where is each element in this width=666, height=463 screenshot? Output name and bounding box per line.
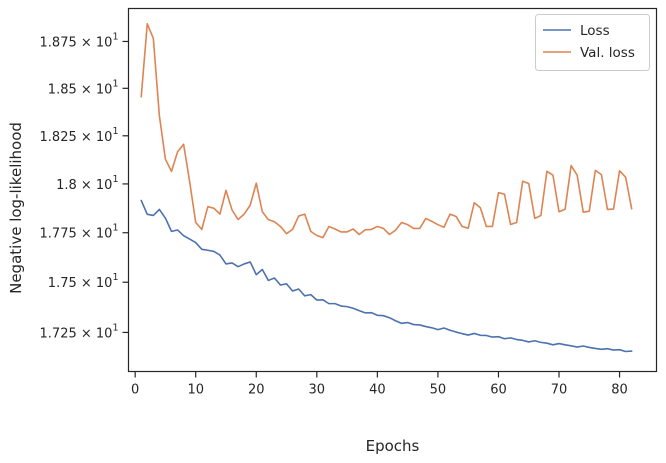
x-tick-label: 80	[611, 383, 628, 398]
y-tick-times: × 10	[77, 276, 113, 291]
legend-box	[535, 14, 650, 71]
y-tick-label: 1.875 × 101	[40, 31, 119, 50]
legend: Loss Val. loss	[535, 14, 650, 71]
x-tick-label: 60	[490, 383, 507, 398]
series-group	[140, 23, 633, 353]
x-tick-label: 30	[309, 383, 326, 398]
y-tick-exponent: 1	[112, 322, 118, 333]
y-tick-label: 1.75 × 101	[48, 272, 119, 291]
y-tick-exponent: 1	[112, 78, 118, 89]
x-tick-label: 50	[430, 383, 447, 398]
y-tick-mantissa: 1.825	[40, 130, 77, 145]
y-tick-times: × 10	[77, 227, 113, 242]
x-axis-label: Epochs	[366, 437, 420, 455]
x-tick-label: 0	[131, 383, 139, 398]
y-tick-times: × 10	[77, 178, 113, 193]
legend-label: Loss	[580, 23, 610, 39]
y-tick-label: 1.8 × 101	[56, 174, 118, 193]
series-line-loss	[140, 199, 633, 353]
y-tick-mantissa: 1.75	[48, 276, 77, 291]
y-tick-times: × 10	[77, 130, 113, 145]
y-tick-exponent: 1	[112, 174, 118, 185]
x-tick-label: 40	[369, 383, 386, 398]
y-tick-times: × 10	[77, 35, 113, 50]
y-tick-mantissa: 1.775	[40, 227, 77, 242]
x-tick-label: 20	[248, 383, 265, 398]
y-tick-exponent: 1	[112, 272, 118, 283]
y-tick-exponent: 1	[112, 223, 118, 234]
plot-frame	[127, 7, 658, 373]
y-tick-mantissa: 1.725	[40, 326, 77, 341]
y-tick-mantissa: 1.8	[56, 178, 77, 193]
y-tick-exponent: 1	[112, 31, 118, 42]
y-tick-times: × 10	[77, 82, 113, 97]
y-tick-label: 1.725 × 101	[40, 322, 119, 341]
y-tick-mantissa: 1.85	[48, 82, 77, 97]
y-tick-label: 1.85 × 101	[48, 78, 119, 97]
y-tick-label: 1.825 × 101	[40, 126, 119, 145]
y-tick-exponent: 1	[112, 126, 118, 137]
x-tick-label: 10	[187, 383, 204, 398]
y-axis-label: Negative log-likelihood	[7, 122, 25, 294]
y-tick-label: 1.775 × 101	[40, 223, 119, 242]
y-tick-mantissa: 1.875	[40, 35, 77, 50]
series-line-val-loss	[140, 23, 633, 239]
x-tick-label: 70	[551, 383, 568, 398]
y-tick-times: × 10	[77, 326, 113, 341]
legend-label: Val. loss	[580, 45, 635, 61]
